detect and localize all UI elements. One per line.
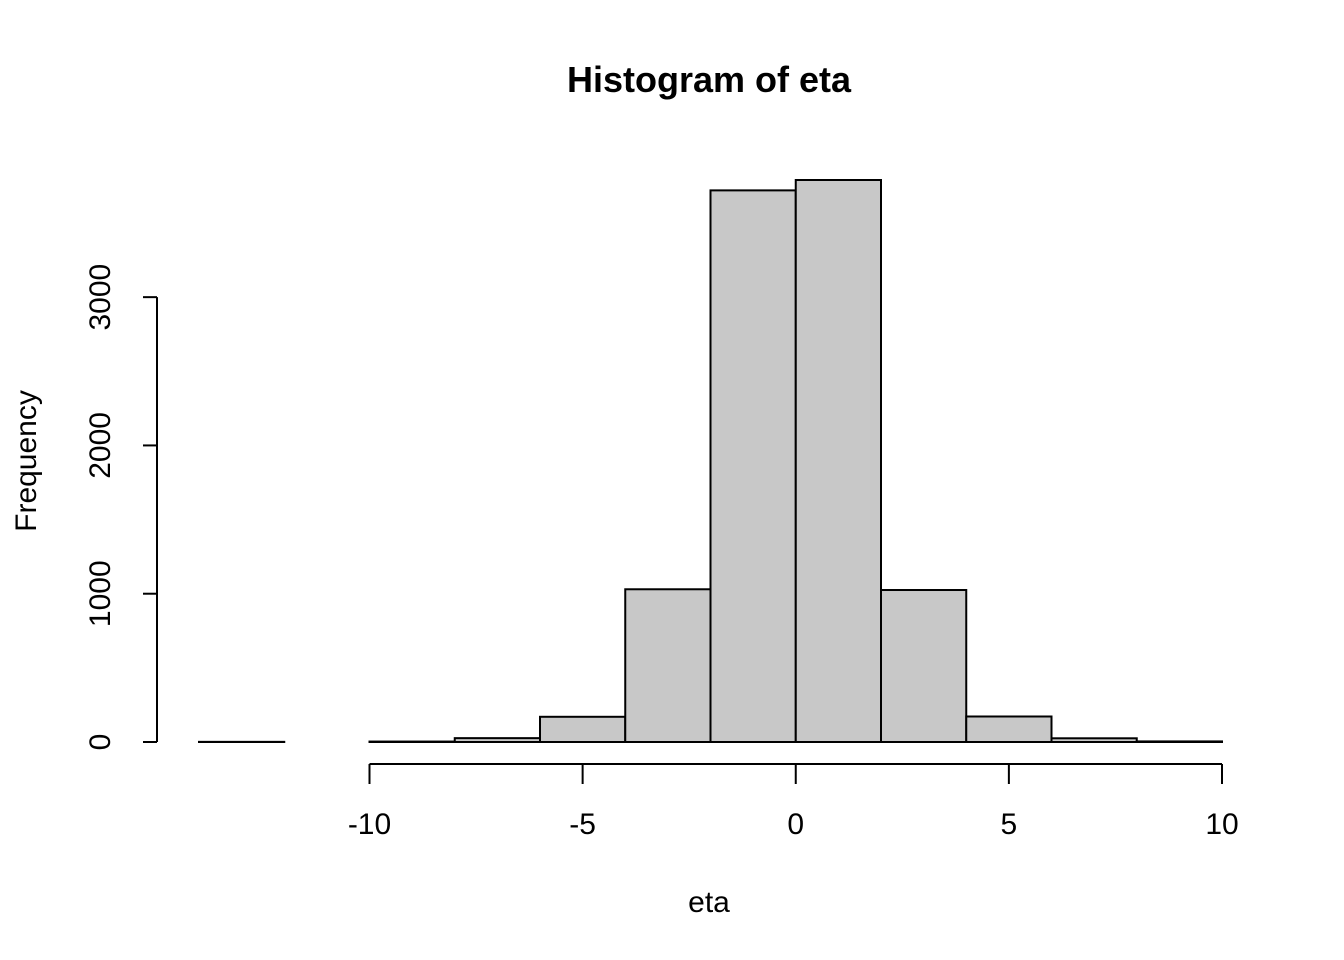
x-axis-label: eta (688, 886, 730, 919)
y-axis-label: Frequency (10, 390, 43, 532)
chart-title: Histogram of eta (567, 59, 852, 100)
x-tick-label: 0 (787, 808, 804, 841)
histogram-bar-3 (453, 737, 541, 744)
histogram-bar-8 (880, 589, 968, 744)
histogram-bar-10 (1050, 737, 1138, 743)
x-tick-label: 10 (1205, 808, 1238, 841)
histogram-bar-4 (539, 715, 627, 744)
y-tick-label: 3000 (84, 264, 117, 331)
histogram-bar-5 (624, 588, 712, 743)
histogram-bar-7 (794, 179, 882, 743)
x-axis: -10 -5 0 5 10 (348, 763, 1239, 841)
y-tick-label: 0 (84, 734, 117, 751)
x-tick-label: -10 (348, 808, 391, 841)
histogram-bar-11 (1135, 740, 1223, 744)
histogram-bar-6 (709, 189, 797, 743)
y-tick-label: 1000 (84, 560, 117, 627)
x-tick-label: -5 (569, 808, 596, 841)
histogram-bar-9 (965, 715, 1053, 744)
x-tick-label: 5 (1001, 808, 1018, 841)
y-axis: 0 1000 2000 3000 (84, 264, 158, 751)
bars-group (198, 179, 1223, 744)
y-tick-label: 2000 (84, 412, 117, 479)
